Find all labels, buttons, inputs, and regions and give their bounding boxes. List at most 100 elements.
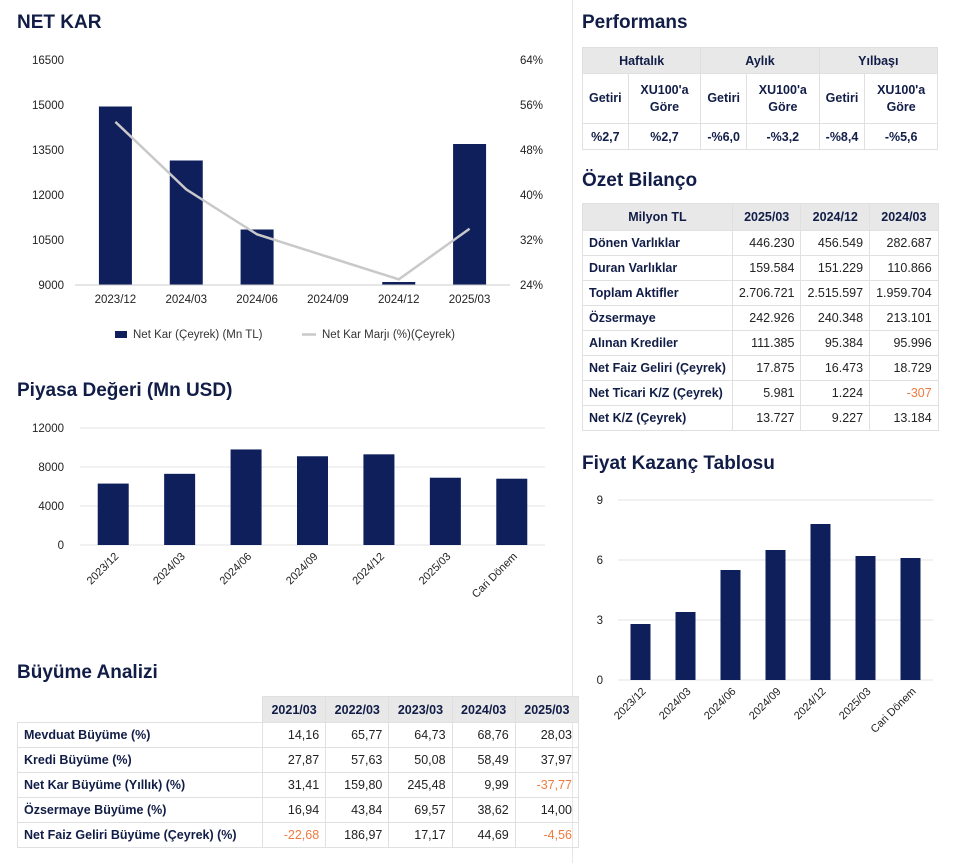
performans-group-header: Yılbaşı — [818, 47, 939, 74]
x-tick-label: 2025/03 — [417, 551, 454, 588]
buyume-header-cell: 2025/03 — [514, 696, 580, 723]
bilanco-cell: 110.866 — [869, 255, 939, 281]
performans-subheader: Getiri — [700, 73, 747, 124]
performans-values-row: %2,7 %2,7 -%6,0 -%3,2 -%8,4 -%5,6 — [582, 123, 938, 150]
bilanco-cell: 1.224 — [800, 380, 871, 406]
bilanco-cell: 1.959.704 — [869, 280, 939, 306]
performans-subheader-row: Getiri XU100'a Göre Getiri XU100'a Göre Geti… — [582, 73, 938, 124]
bilanco-cell: 240.348 — [800, 305, 871, 331]
buyume-cell: -22,68 — [261, 822, 327, 848]
performans-table: Haftalık Aylık Yılbaşı Getiri XU100'a Göre G… — [581, 47, 939, 150]
bilanco-row: Duran Varlıklar 159.584 151.229 110.866 — [582, 255, 939, 281]
bar — [765, 550, 786, 680]
x-tick-label: 2024/03 — [165, 294, 207, 306]
performans-value: -%6,0 — [700, 123, 747, 150]
x-tick-label: 2025/03 — [449, 294, 491, 306]
bar — [855, 556, 876, 680]
bilanco-cell: 16.473 — [800, 355, 871, 381]
y2-tick-label: 24% — [520, 280, 543, 292]
piyasa-degeri-title: Piyasa Değeri (Mn USD) — [17, 380, 233, 401]
buyume-cell: 64,73 — [388, 722, 453, 748]
buyume-cell: 44,69 — [451, 822, 516, 848]
y-tick-label: 16500 — [32, 55, 64, 67]
bilanco-row-label: Net K/Z (Çeyrek) — [582, 405, 733, 431]
bar — [363, 454, 395, 545]
bilanco-cell: 446.230 — [731, 230, 802, 256]
buyume-cell: 9,99 — [451, 772, 516, 798]
bilanco-cell: 95.996 — [869, 330, 939, 356]
y-tick-label: 9 — [597, 495, 603, 507]
buyume-cell: 37,97 — [514, 747, 580, 773]
buyume-cell: 31,41 — [261, 772, 327, 798]
performans-group-header: Haftalık — [581, 47, 702, 74]
bar — [900, 558, 921, 680]
performans-value: -%5,6 — [864, 123, 938, 150]
fiyat-kazanc-title: Fiyat Kazanç Tablosu — [582, 453, 775, 474]
bilanco-cell: 2.706.721 — [731, 280, 802, 306]
performans-value: -%3,2 — [745, 123, 820, 150]
bilanco-row: Net Faiz Geliri (Çeyrek) 17.875 16.473 18.7… — [582, 355, 939, 381]
bilanco-cell: 17.875 — [731, 355, 802, 381]
buyume-analizi-title: Büyüme Analizi — [17, 662, 158, 683]
buyume-cell: 27,87 — [261, 747, 327, 773]
x-tick-label: 2024/12 — [350, 551, 387, 588]
bilanco-header-cell: 2024/12 — [800, 203, 871, 231]
buyume-header-cell: 2023/03 — [388, 696, 453, 723]
buyume-cell: 14,16 — [261, 722, 327, 748]
bilanco-cell: 242.926 — [731, 305, 802, 331]
bilanco-row-label: Duran Varlıklar — [582, 255, 733, 281]
bilanco-row-label: Dönen Varlıklar — [582, 230, 733, 256]
buyume-cell: -37,77 — [514, 772, 580, 798]
net-kar-bar — [98, 106, 132, 285]
bilanco-cell: 151.229 — [800, 255, 871, 281]
buyume-row: Net Faiz Geliri Büyüme (Çeyrek) (%) -22,6… — [17, 822, 580, 848]
y2-tick-label: 56% — [520, 100, 543, 112]
buyume-header-cell: 2021/03 — [261, 696, 327, 723]
bilanco-cell: 456.549 — [800, 230, 871, 256]
buyume-cell: 186,97 — [325, 822, 390, 848]
buyume-row: Kredi Büyüme (%) 27,87 57,63 50,08 58,49 37,9… — [17, 747, 580, 773]
performans-group-header: Aylık — [700, 47, 820, 74]
performans-subheader: Getiri — [582, 73, 629, 124]
bilanco-row: Toplam Aktifler 2.706.721 2.515.597 1.959.7… — [582, 280, 939, 306]
y-tick-label: 15000 — [32, 100, 64, 112]
bilanco-cell: 213.101 — [869, 305, 939, 331]
bilanco-row: Net K/Z (Çeyrek) 13.727 9.227 13.184 — [582, 405, 939, 431]
bilanco-cell: 95.384 — [800, 330, 871, 356]
net-kar-chart: 16500 15000 13500 12000 10500 9000 64% 56% 48% 40… — [32, 55, 543, 341]
performans-value: %2,7 — [627, 123, 702, 150]
bar — [630, 624, 651, 680]
vertical-divider — [572, 0, 573, 863]
y-tick-label: 12000 — [32, 423, 64, 435]
bilanco-header-cell: Milyon TL — [582, 203, 733, 231]
buyume-row: Mevduat Büyüme (%) 14,16 65,77 64,73 68,76 28… — [17, 722, 580, 748]
x-tick-label: 2024/06 — [236, 294, 278, 306]
buyume-cell: 16,94 — [261, 797, 327, 823]
x-tick-label: 2024/03 — [657, 686, 694, 723]
performans-subheader: XU100'a Göre — [745, 73, 820, 124]
buyume-header-cell — [17, 696, 263, 723]
buyume-row-label: Özsermaye Büyüme (%) — [17, 797, 263, 823]
bar — [810, 524, 831, 680]
buyume-cell: 65,77 — [325, 722, 390, 748]
x-tick-label: 2024/03 — [151, 551, 188, 588]
buyume-cell: 43,84 — [325, 797, 390, 823]
buyume-cell: 17,17 — [388, 822, 453, 848]
performans-value: -%8,4 — [818, 123, 866, 150]
bar — [164, 473, 196, 545]
net-kar-bar — [453, 144, 487, 285]
ozet-bilanco-title: Özet Bilanço — [582, 170, 698, 191]
bilanco-row: Alınan Krediler 111.385 95.384 95.996 — [582, 330, 939, 356]
x-tick-label: 2024/09 — [747, 686, 784, 723]
bilanco-header-cell: 2025/03 — [731, 203, 802, 231]
bilanco-cell: 13.184 — [869, 405, 939, 431]
y-tick-label: 4000 — [38, 501, 64, 513]
bilanco-row-label: Net Ticari K/Z (Çeyrek) — [582, 380, 733, 406]
x-tick-label: 2024/12 — [792, 686, 829, 723]
buyume-row-label: Net Faiz Geliri Büyüme (Çeyrek) (%) — [17, 822, 263, 848]
x-tick-label: 2024/06 — [702, 686, 739, 723]
bar — [429, 477, 461, 545]
buyume-row: Özsermaye Büyüme (%) 16,94 43,84 69,57 38,62… — [17, 797, 580, 823]
performans-subheader: XU100'a Göre — [627, 73, 702, 124]
bilanco-row: Dönen Varlıklar 446.230 456.549 282.687 — [582, 230, 939, 256]
